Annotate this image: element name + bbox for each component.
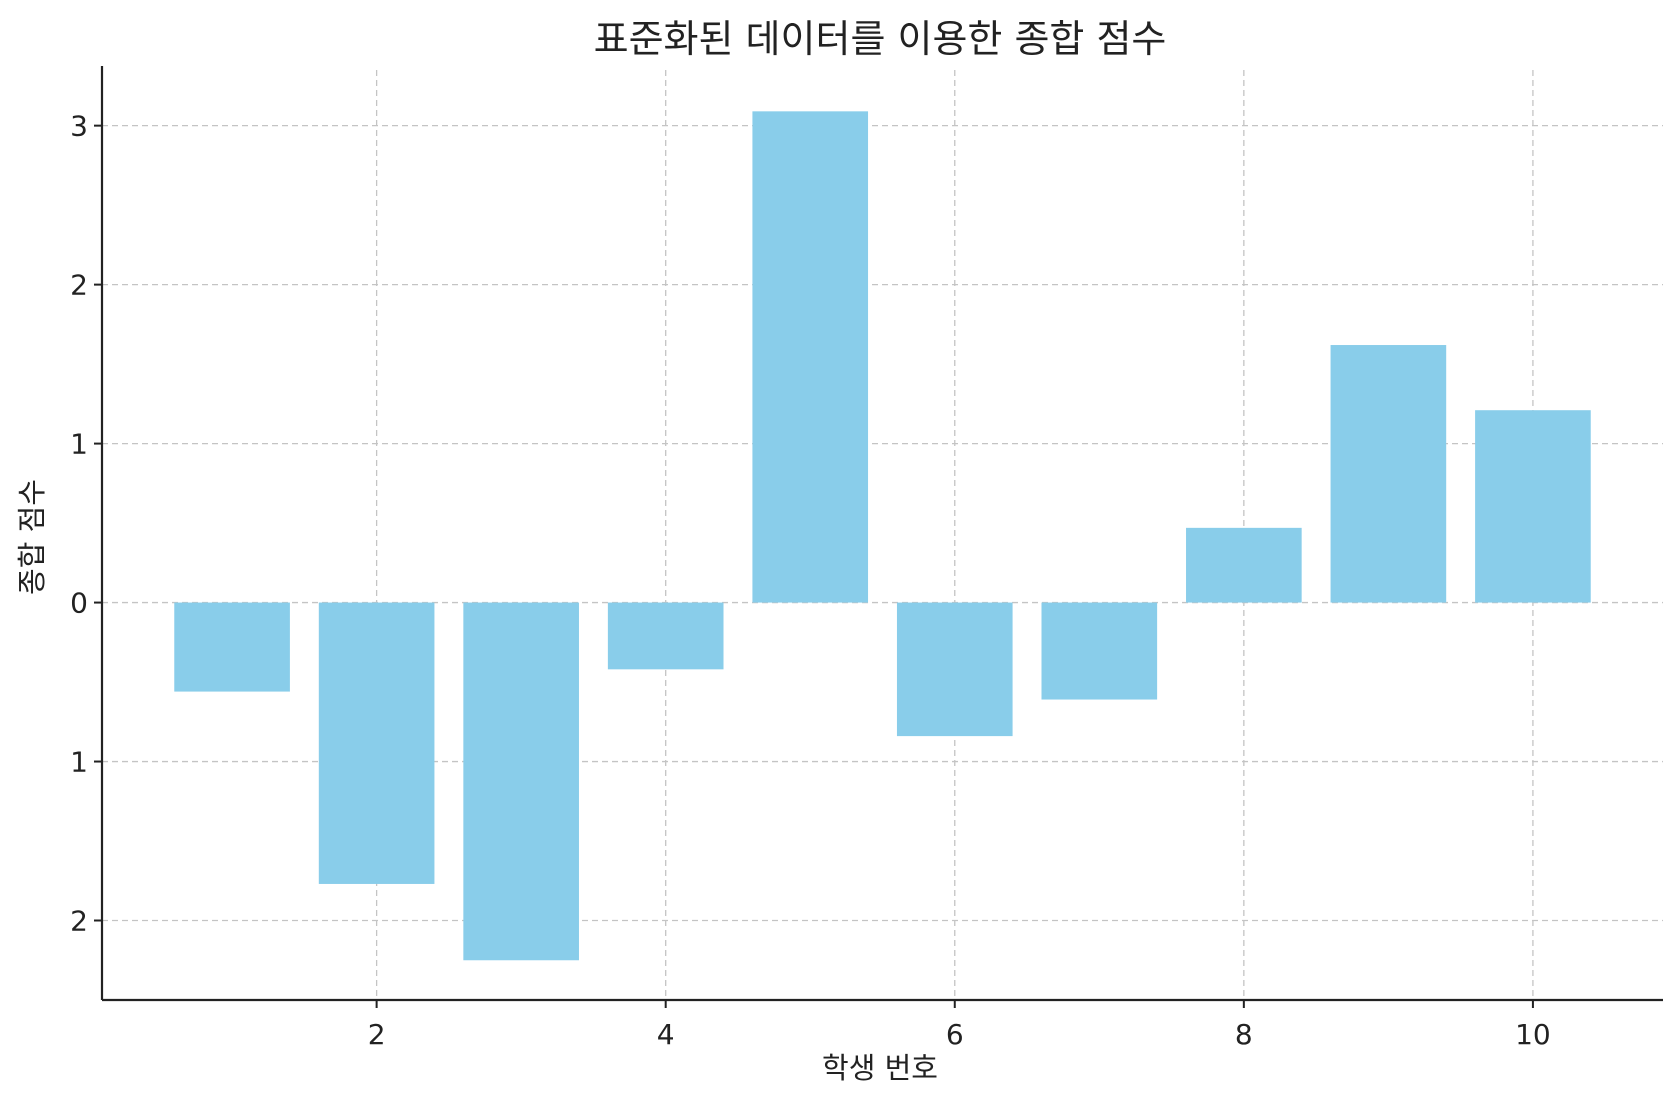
axes [100,66,1663,1002]
x-axis-label: 학생 번호 [822,1051,938,1085]
x-tick-label: 8 [1235,1018,1253,1051]
bar-student-1 [174,602,290,692]
bar-student-6 [896,602,1013,737]
y-axis-label: 종합 점수 [15,479,49,595]
bar-student-5 [752,111,869,603]
x-tick-label: 4 [657,1018,675,1051]
x-tick-label: 6 [946,1018,964,1051]
bar-student-4 [607,602,724,670]
y-tick-label: 0 [70,587,88,620]
y-tick-label: 2 [70,269,88,302]
bar-student-3 [463,602,579,961]
bar-student-10 [1475,410,1591,603]
x-tick-label: 2 [368,1018,386,1051]
y-tick-label: 2 [70,905,88,938]
bar-student-8 [1186,527,1302,603]
y-tick-label: 1 [70,428,88,461]
y-tick-label: 3 [70,110,88,143]
bar-student-9 [1330,345,1447,603]
chart-title: 표준화된 데이터를 이용한 종합 점수 [594,17,1167,61]
bar-student-7 [1041,602,1158,700]
y-tick-label: 1 [70,746,88,779]
x-tick-label: 10 [1515,1018,1551,1051]
bars [174,111,1591,961]
bar-student-2 [318,602,435,884]
